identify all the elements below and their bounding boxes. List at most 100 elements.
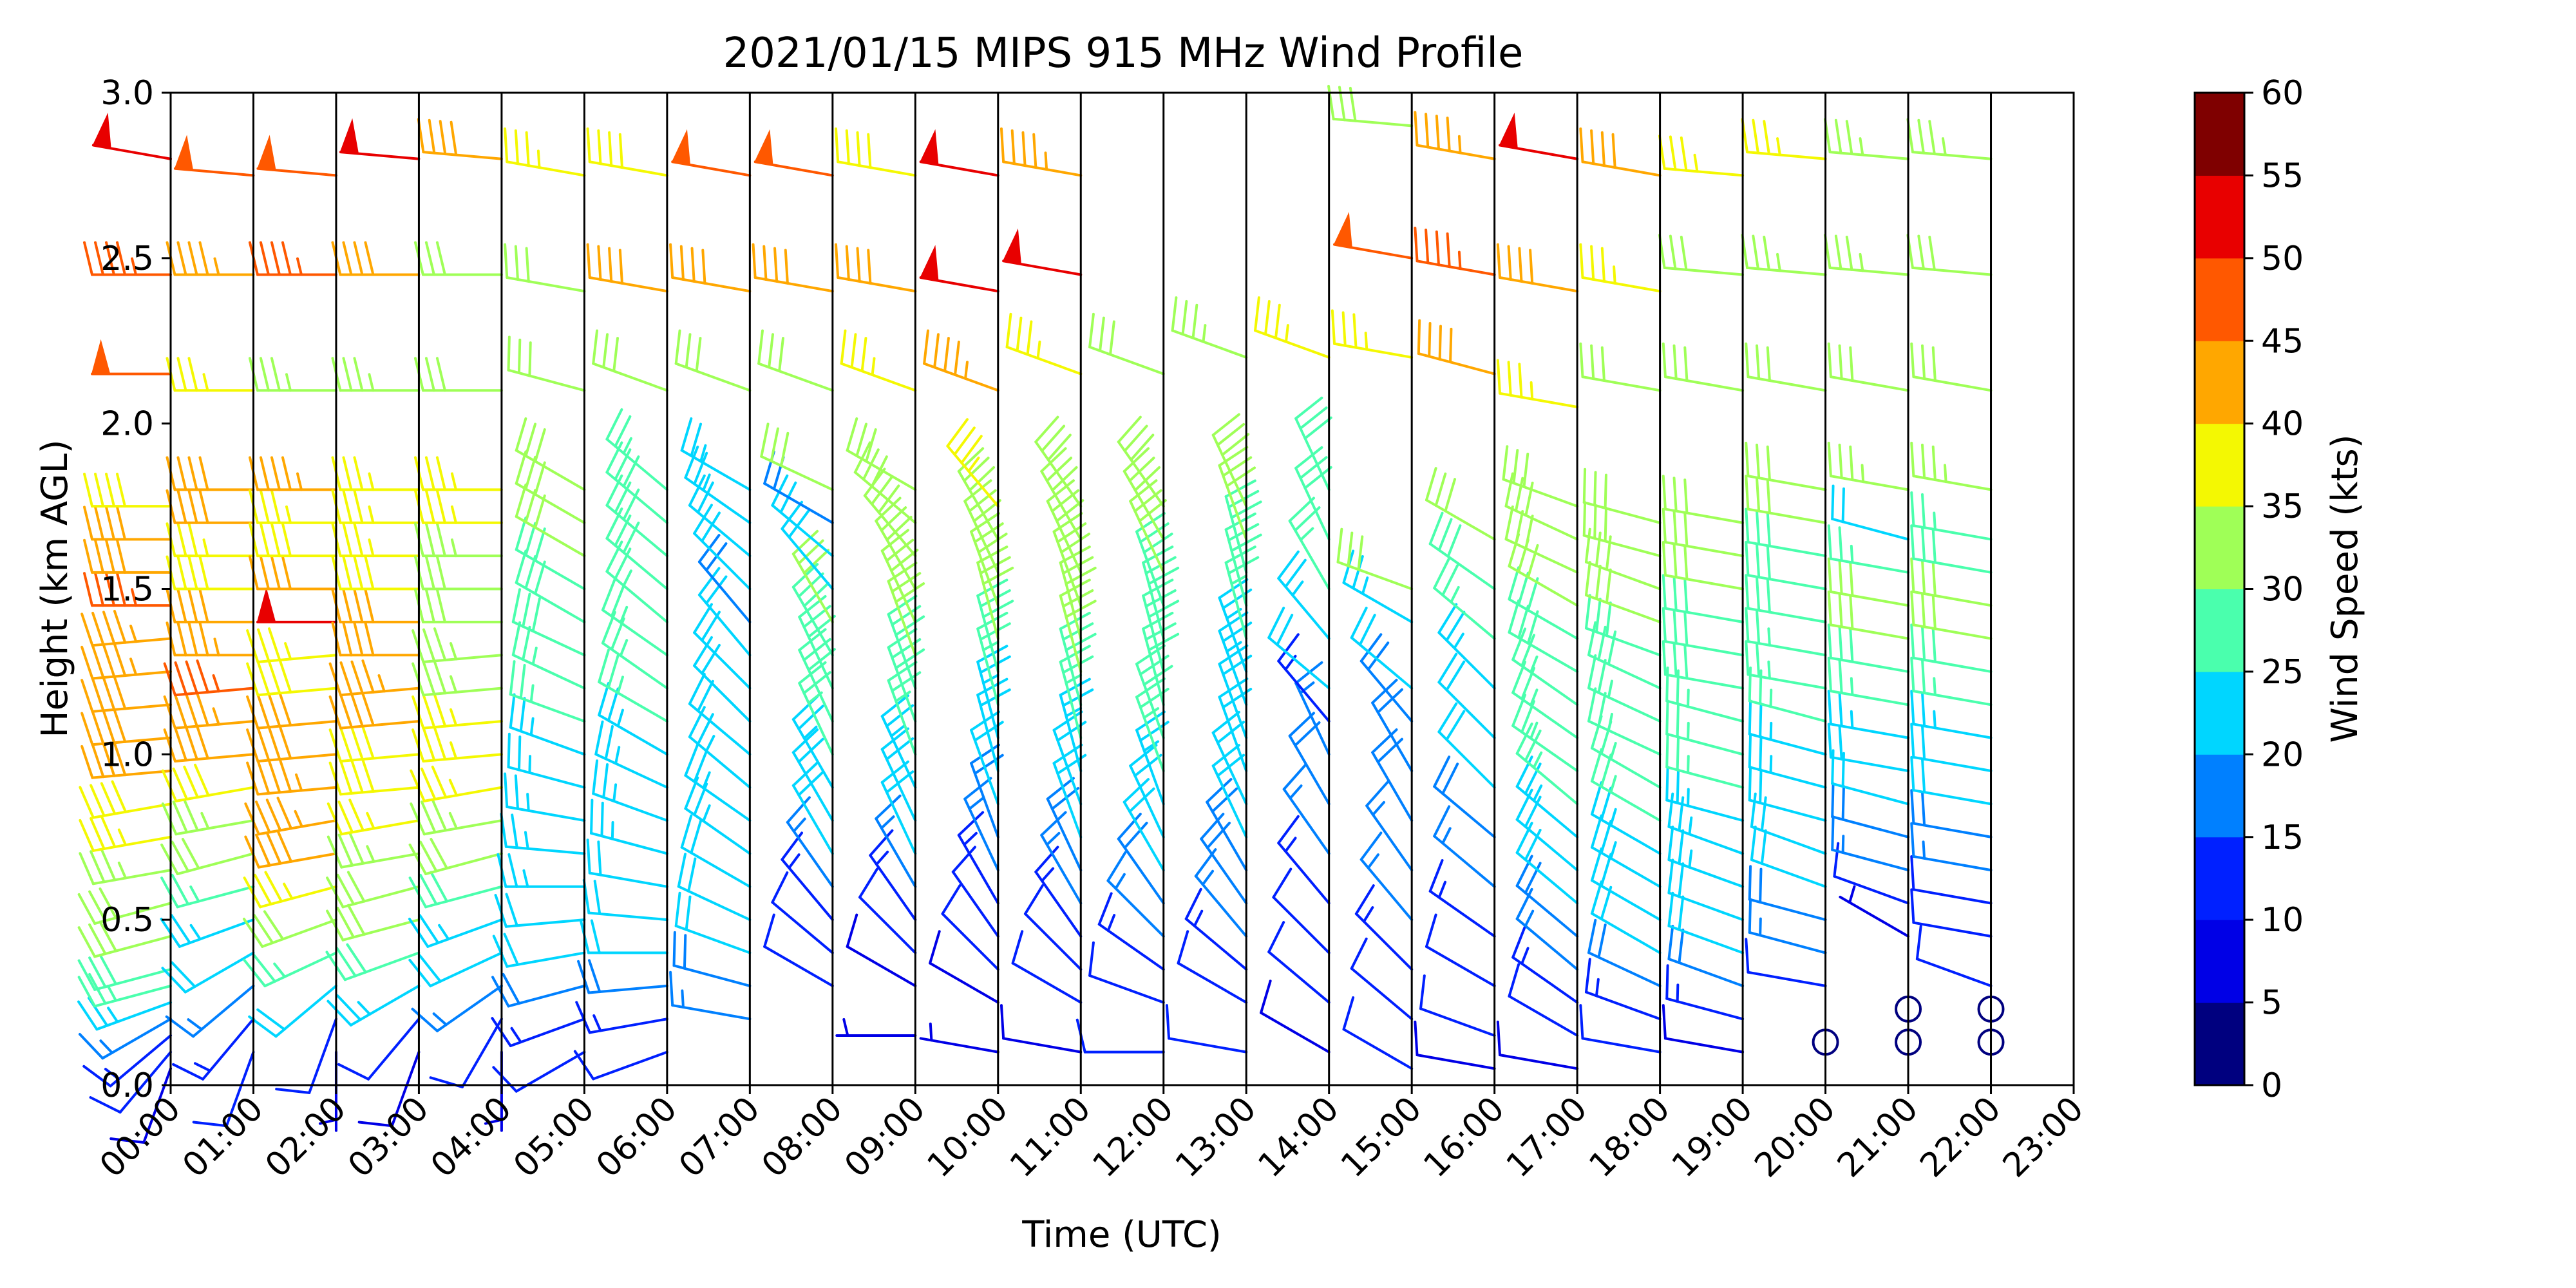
wind-barb [1658,134,1745,177]
wind-barb [1122,778,1165,872]
wind-barb [1282,762,1331,855]
colorbar-bin [2195,920,2244,1003]
wind-barb [923,329,999,392]
wind-barb [1428,511,1496,591]
wind-barb [887,562,925,657]
wind-barb [80,643,172,680]
colorbar-tick-label: 45 [2261,322,2304,361]
wind-barb [507,732,586,789]
wind-barb [1129,479,1167,574]
wind-barb [248,456,337,491]
wind-barb [1827,723,1910,773]
wind-barb [1502,445,1579,508]
wind-barb [1498,112,1579,160]
wind-barb [605,408,668,491]
wind-barb [1579,342,1662,392]
wind-barb [192,1050,255,1128]
wind-barb [1662,540,1745,591]
wind-barb [79,815,172,852]
colorbar-tick-label: 20 [2261,735,2304,774]
wind-barb [1267,607,1331,690]
colorbar: 0 5 10 15 20 25 30 35 40 45 50 55 60 Wind Speed (kts… [2193,74,2366,1105]
wind-barb [331,522,421,558]
wind-barb [504,243,586,293]
wind-barb [412,693,503,730]
wind-barb [413,241,503,276]
wind-barb [83,473,172,508]
wind-barb [77,920,172,958]
wind-barb [573,1050,668,1081]
wind-barb [1046,777,1083,872]
wind-barb [246,627,337,663]
wind-barb [80,742,172,779]
wind-barb [1910,591,1993,640]
wind-barb [1184,887,1248,971]
wind-barb [515,549,586,623]
wind-barb [166,522,255,558]
wind-barb [248,489,337,524]
wind-barb [1662,475,1745,524]
wind-barb [1508,963,1579,1037]
wind-barb [605,540,668,623]
x-tick-label: 15:00 [1334,1090,1429,1185]
x-tick-label: 23:00 [1996,1090,2091,1185]
x-tick-label: 13:00 [1168,1090,1264,1185]
wind-barb [1417,319,1496,375]
x-tick-label: 06:00 [589,1090,685,1185]
wind-barb [413,357,503,392]
wind-barb [1496,1020,1579,1070]
wind-barb [1590,781,1662,855]
wind-barb [243,951,337,988]
wind-barb [590,799,668,855]
wind-barb [166,555,255,591]
wind-barb [1910,755,1993,806]
y-tick-label: 0.5 [100,901,154,940]
wind-barb [166,621,255,657]
wind-barb [1827,342,1910,392]
colorbar-bin [2195,754,2244,838]
x-tick-label: 20:00 [1747,1090,1842,1185]
wind-barb [248,241,337,276]
wind-barb [331,588,421,623]
wind-barb [674,329,752,392]
wind-barb [1260,980,1331,1054]
wind-barb [1433,805,1496,888]
wind-barb [1117,415,1165,508]
x-tick-label: 21:00 [1830,1090,1926,1185]
wind-barb [669,243,752,293]
wind-barb [160,914,255,948]
wind-barb [79,848,172,886]
y-axis-ticks: 0.0 0.5 1.0 1.5 2.0 2.5 3.0 [100,74,171,1105]
colorbar-bin [2195,671,2244,755]
wind-barb [515,450,586,524]
wind-barb [1122,447,1165,541]
x-tick-label: 08:00 [755,1090,850,1185]
colorbar-bin [2195,837,2244,920]
wind-barb [1371,728,1414,822]
wind-barb [1046,479,1084,574]
wind-barb [693,636,752,723]
wind-barb [1579,243,1662,293]
wind-barb [1515,855,1579,938]
wind-barb [1910,441,1993,491]
wind-barb [1827,557,1910,607]
wind-barb [413,489,503,524]
wind-barb [846,913,917,987]
wind-barb [575,1001,668,1034]
wind-barb [246,659,337,697]
wind-barb [331,456,421,491]
wind-barb [357,1050,421,1128]
colorbar-tick-label: 35 [2261,488,2304,526]
wind-barb [413,456,503,491]
wind-barb [1745,540,1827,591]
wind-barb [999,1004,1083,1054]
wind-barb [275,1018,337,1094]
wind-barb [592,329,668,392]
wind-barb [880,694,917,789]
wind-barb [412,627,503,663]
y-tick-label: 3.0 [100,74,154,113]
wind-barb [327,984,421,1027]
x-tick-label: 19:00 [1665,1090,1760,1185]
wind-barb [417,118,503,160]
wind-barb [919,1022,999,1054]
